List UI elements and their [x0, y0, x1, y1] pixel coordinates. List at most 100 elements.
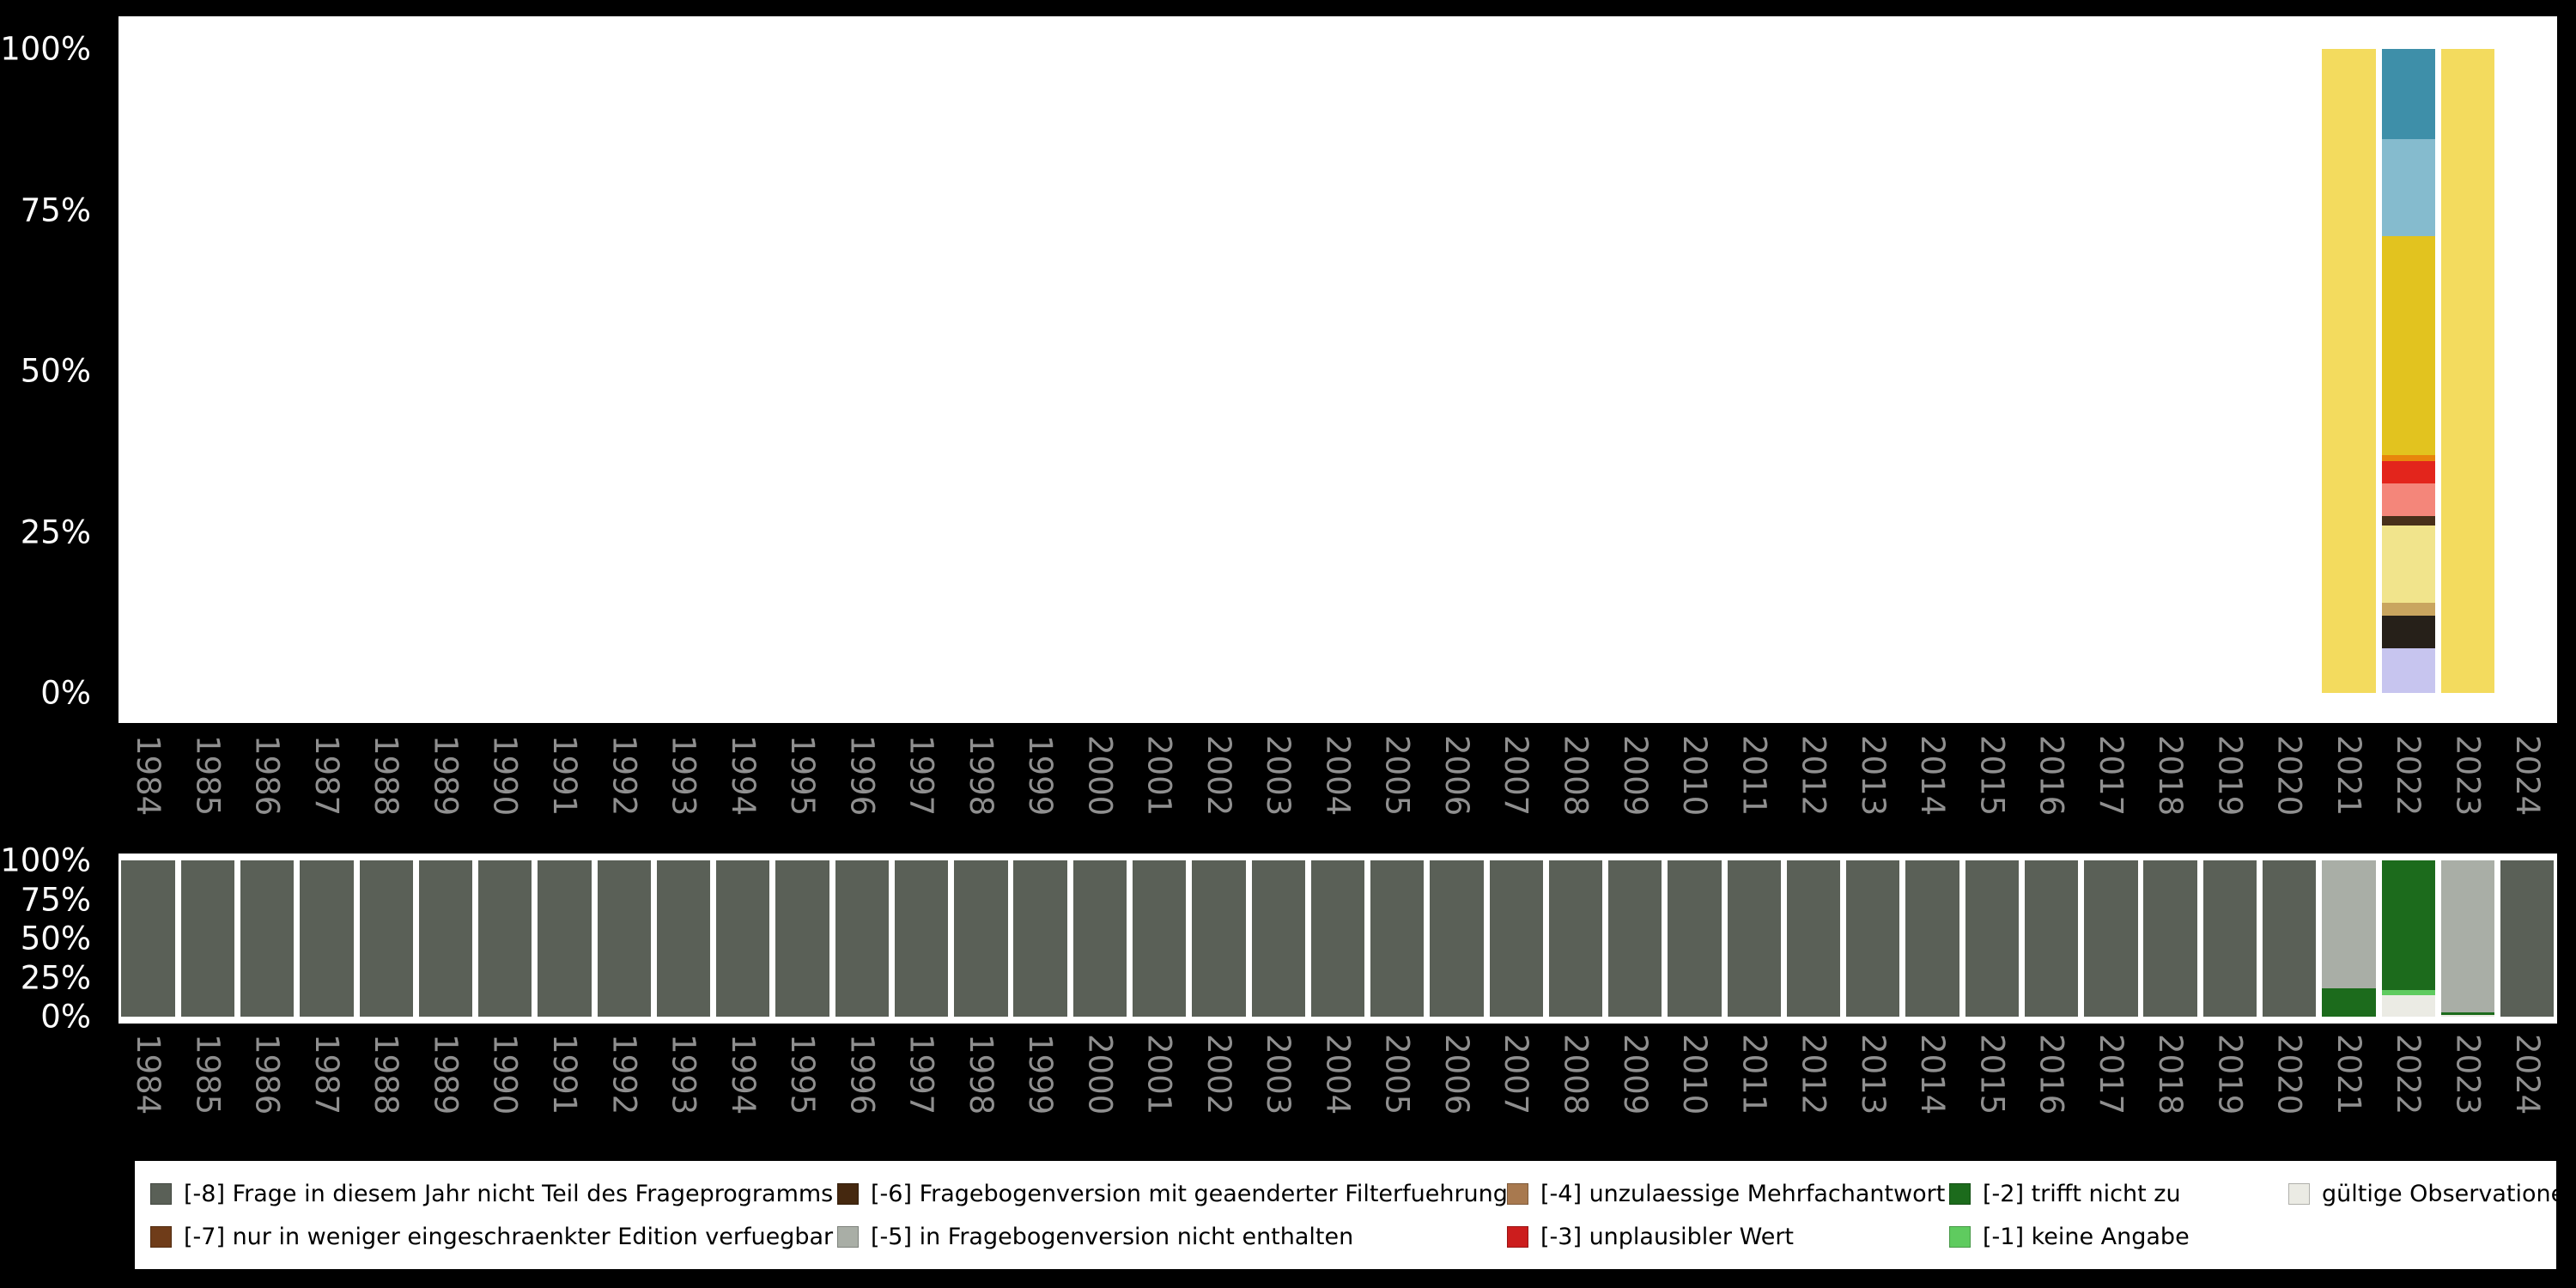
bar-segment [121, 860, 175, 1017]
x-tick-label: 1992 [605, 735, 643, 817]
stacked-bar-2022 [2381, 49, 2435, 693]
year-slot-2016 [2022, 860, 2081, 1017]
year-slot-2009 [1606, 49, 1665, 693]
x-tick-label: 2021 [2330, 1034, 2367, 1115]
stacked-bar-1993 [656, 860, 711, 1017]
year-slot-2007 [1486, 860, 1546, 1017]
stacked-bar-2008 [1548, 860, 1603, 1017]
stacked-bar-1998 [954, 860, 1008, 1017]
bar-segment [2322, 988, 2376, 1017]
stacked-bar-1987 [300, 860, 354, 1017]
bar-segment [1072, 860, 1127, 1017]
year-slot-1987 [297, 860, 356, 1017]
year-slot-2001 [1130, 860, 1189, 1017]
year-slot-2014 [1903, 49, 1962, 693]
year-slot-2007 [1486, 49, 1546, 693]
x-tick-label: 2019 [2211, 735, 2249, 817]
year-slot-1988 [356, 49, 416, 693]
x-tick-slot: 1988 [356, 730, 416, 850]
x-tick-label: 2011 [1735, 735, 1773, 817]
x-tick-slot: 1993 [653, 730, 713, 850]
bottom-chart-y-axis: 100% 75% 50% 25% 0% [0, 845, 105, 1033]
stacked-bar-2017 [2084, 860, 2138, 1017]
year-slot-2022 [2379, 860, 2438, 1017]
year-slot-2012 [1783, 49, 1843, 693]
x-tick-slot: 2000 [1070, 730, 1129, 850]
x-tick-slot: 2008 [1546, 1029, 1605, 1149]
x-tick-slot: 1984 [118, 1029, 178, 1149]
year-slot-2021 [2319, 49, 2379, 693]
bar-segment [1905, 860, 1959, 1017]
x-tick-slot: 1999 [1011, 1029, 1070, 1149]
stacked-bar-1996 [835, 860, 889, 1017]
x-tick-label: 2017 [2092, 735, 2129, 817]
x-tick-slot: 2009 [1606, 730, 1665, 850]
year-slot-2020 [2260, 860, 2319, 1017]
bar-segment [2440, 1015, 2495, 1017]
x-tick-slot: 1992 [594, 730, 653, 850]
x-tick-label: 1984 [130, 1034, 167, 1115]
x-tick-label: 2012 [1795, 735, 1832, 817]
year-slot-1991 [535, 860, 594, 1017]
stacked-bar-1995 [775, 860, 829, 1017]
stacked-bar-2023 [2440, 49, 2495, 693]
x-tick-label: 2008 [1557, 1034, 1595, 1115]
y-tick-label: 25% [20, 513, 91, 550]
x-tick-slot: 2002 [1189, 1029, 1249, 1149]
stacked-bar-2003 [1251, 860, 1305, 1017]
x-tick-slot: 1992 [594, 1029, 653, 1149]
stacked-bar-2021 [2322, 860, 2376, 1017]
bar-segment [2381, 526, 2435, 603]
x-tick-label: 2008 [1557, 735, 1595, 817]
bar-segment [597, 860, 651, 1017]
x-tick-slot: 2004 [1308, 730, 1367, 850]
year-slot-2008 [1546, 860, 1605, 1017]
x-tick-slot: 1997 [891, 1029, 951, 1149]
x-tick-slot: 1996 [832, 1029, 891, 1149]
year-slot-1990 [476, 860, 535, 1017]
x-tick-slot: 2016 [2022, 1029, 2081, 1149]
x-tick-slot: 1998 [951, 730, 1011, 850]
stacked-bar-2007 [1489, 860, 1543, 1017]
bottom-chart-plot-area [118, 854, 2557, 1024]
bar-segment [2381, 647, 2435, 693]
stacked-bar-2006 [1430, 860, 1484, 1017]
stacked-bar-2023 [2440, 860, 2495, 1017]
x-tick-slot: 1989 [416, 1029, 475, 1149]
bar-segment [2381, 235, 2435, 455]
x-tick-slot: 1995 [773, 730, 832, 850]
x-tick-label: 2024 [2508, 735, 2546, 817]
x-tick-label: 1990 [486, 1034, 524, 1115]
year-slot-2021 [2319, 860, 2379, 1017]
year-slot-2004 [1308, 49, 1367, 693]
year-slot-1984 [118, 49, 178, 693]
x-tick-slot: 1987 [297, 730, 356, 850]
x-tick-label: 1993 [665, 1034, 702, 1115]
bar-segment [1608, 860, 1662, 1017]
x-tick-label: 2018 [2152, 1034, 2190, 1115]
stacked-bar-2013 [1846, 860, 1900, 1017]
stacked-bar-2015 [1965, 860, 2020, 1017]
x-tick-label: 1987 [307, 1034, 345, 1115]
year-slot-1992 [594, 860, 653, 1017]
bar-segment [1132, 860, 1187, 1017]
x-tick-slot: 2016 [2022, 730, 2081, 850]
legend-swatch [1949, 1225, 1971, 1248]
x-tick-label: 1985 [189, 1034, 227, 1115]
y-tick-label: 75% [20, 191, 91, 228]
x-tick-label: 2003 [1260, 735, 1297, 817]
x-tick-slot: 2021 [2319, 730, 2379, 850]
year-slot-1991 [535, 49, 594, 693]
x-tick-label: 2021 [2330, 735, 2367, 817]
x-tick-slot: 2024 [2498, 1029, 2557, 1149]
x-tick-slot: 1986 [238, 1029, 297, 1149]
legend-label: [-6] Fragebogenversion mit geaenderter F… [871, 1180, 1508, 1207]
x-tick-slot: 2019 [2200, 730, 2259, 850]
year-slot-2011 [1724, 49, 1783, 693]
x-tick-label: 1997 [902, 1034, 940, 1115]
year-slot-1993 [653, 49, 713, 693]
legend: [-8] Frage in diesem Jahr nicht Teil des… [135, 1161, 2576, 1269]
x-tick-slot: 1987 [297, 1029, 356, 1149]
x-tick-slot: 1990 [476, 730, 535, 850]
year-slot-1989 [416, 860, 475, 1017]
